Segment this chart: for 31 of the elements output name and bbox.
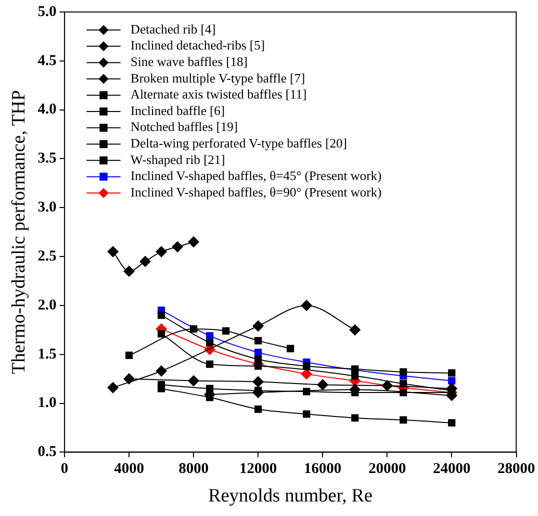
y-tick-label: 4.0 bbox=[38, 102, 57, 118]
y-axis-title: Thermo-hydraulic performance, THP bbox=[8, 90, 30, 374]
x-tick-label: 8000 bbox=[178, 461, 209, 478]
legend-label: Alternate axis twisted baffles [11] bbox=[130, 86, 307, 102]
legend-label: Delta-wing perforated V-type baffles [20] bbox=[130, 136, 347, 151]
x-tick-label: 28000 bbox=[498, 461, 535, 478]
x-tick-label: 12000 bbox=[239, 461, 277, 478]
legend-label: Inclined V-shaped baffles, θ=45° (Present work) bbox=[130, 168, 382, 184]
x-tick-label: 0 bbox=[60, 461, 68, 478]
y-tick-label: 2.5 bbox=[38, 248, 57, 264]
y-tick-label: 3.5 bbox=[38, 150, 57, 167]
y-tick-label: 4.5 bbox=[38, 52, 57, 69]
y-tick-label: 1.5 bbox=[38, 346, 57, 362]
legend-label: Inclined detached-ribs [5] bbox=[130, 38, 265, 53]
legend-label: Detached rib [4] bbox=[130, 21, 216, 36]
legend-label: Broken multiple V-type baffle [7] bbox=[130, 70, 306, 86]
legend-label: Sine wave baffles [18] bbox=[130, 54, 248, 70]
y-tick-label: 3.0 bbox=[38, 200, 57, 216]
legend-label: Inclined baffle [6] bbox=[130, 102, 225, 118]
x-tick-label: 16000 bbox=[304, 461, 342, 478]
y-tick-label: 1.0 bbox=[38, 395, 57, 412]
x-axis-title: Reynolds number, Re bbox=[208, 486, 373, 507]
y-tick-label: 2.0 bbox=[38, 297, 57, 314]
y-tick-label: 5.0 bbox=[38, 4, 57, 20]
x-tick-label: 24000 bbox=[432, 461, 470, 478]
legend-label: Inclined V-shaped baffles, θ=90° (Present work) bbox=[130, 184, 382, 200]
x-tick-label: 20000 bbox=[368, 461, 406, 478]
legend-label: W-shaped rib [21] bbox=[130, 152, 226, 167]
legend-label: Notched baffles [19] bbox=[130, 119, 238, 134]
y-tick-label: 0.5 bbox=[38, 444, 57, 460]
x-tick-label: 4000 bbox=[114, 461, 144, 478]
